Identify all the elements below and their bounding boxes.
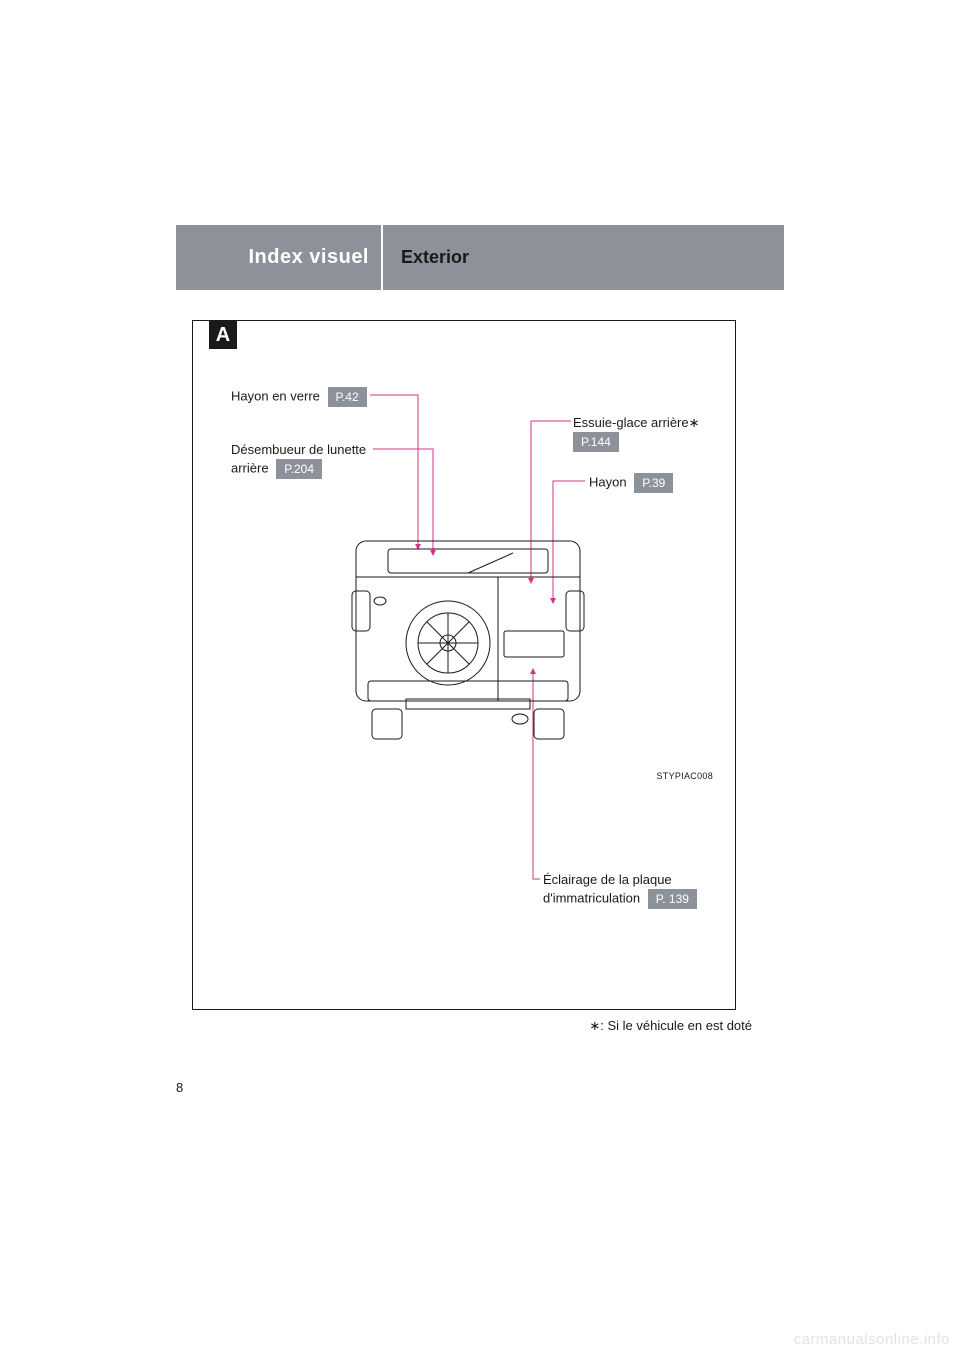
page-ref[interactable]: P.204 <box>276 459 322 479</box>
callout-rear-wiper: Essuie-glace arrière∗ P.144 <box>573 414 700 452</box>
page-ref[interactable]: P.39 <box>634 473 673 493</box>
watermark: carmanualsonline.info <box>794 1331 950 1348</box>
header-bar: Index visuel Exterior <box>176 225 784 290</box>
callout-text: Hayon en verre <box>231 389 320 404</box>
footnote-marker: ∗ <box>689 415 700 430</box>
callout-defogger: Désembueur de lunette arrière P.204 <box>231 441 366 479</box>
manual-page: Index visuel Exterior A Hayon en verre P… <box>176 225 784 1055</box>
illustration-code: STYPIAC008 <box>656 771 713 781</box>
page-ref[interactable]: P.42 <box>328 387 367 407</box>
vehicle-rear-illustration <box>348 531 588 761</box>
callout-text: Hayon <box>589 475 627 490</box>
subsection-text: Exterior <box>401 247 469 268</box>
footnote-star: ∗ <box>589 1018 600 1033</box>
subsection-title: Exterior <box>381 225 784 290</box>
diagram-frame: A Hayon en verre P.42 Désembueur de lune… <box>192 320 736 1010</box>
page-ref[interactable]: P. 139 <box>648 889 697 909</box>
callout-license-light: Éclairage de la plaque d'immatriculation… <box>543 871 697 909</box>
callout-text-line2: arrière <box>231 460 269 475</box>
footnote: ∗: Si le véhicule en est doté <box>192 1018 752 1034</box>
callout-text: Essuie-glace arrière <box>573 415 689 430</box>
footnote-text: : Si le véhicule en est doté <box>600 1018 752 1033</box>
page-ref[interactable]: P.144 <box>573 432 619 452</box>
callout-text-line1: Désembueur de lunette <box>231 442 366 457</box>
callout-back-door: Hayon P.39 <box>589 473 673 493</box>
section-title: Index visuel <box>176 225 381 290</box>
page-number: 8 <box>176 1080 183 1095</box>
region-letter-badge: A <box>209 321 237 349</box>
callout-glass-hatch: Hayon en verre P.42 <box>231 387 367 407</box>
header-divider <box>381 225 383 290</box>
callout-text-line1: Éclairage de la plaque <box>543 872 672 887</box>
callout-text-line2: d'immatriculation <box>543 890 640 905</box>
